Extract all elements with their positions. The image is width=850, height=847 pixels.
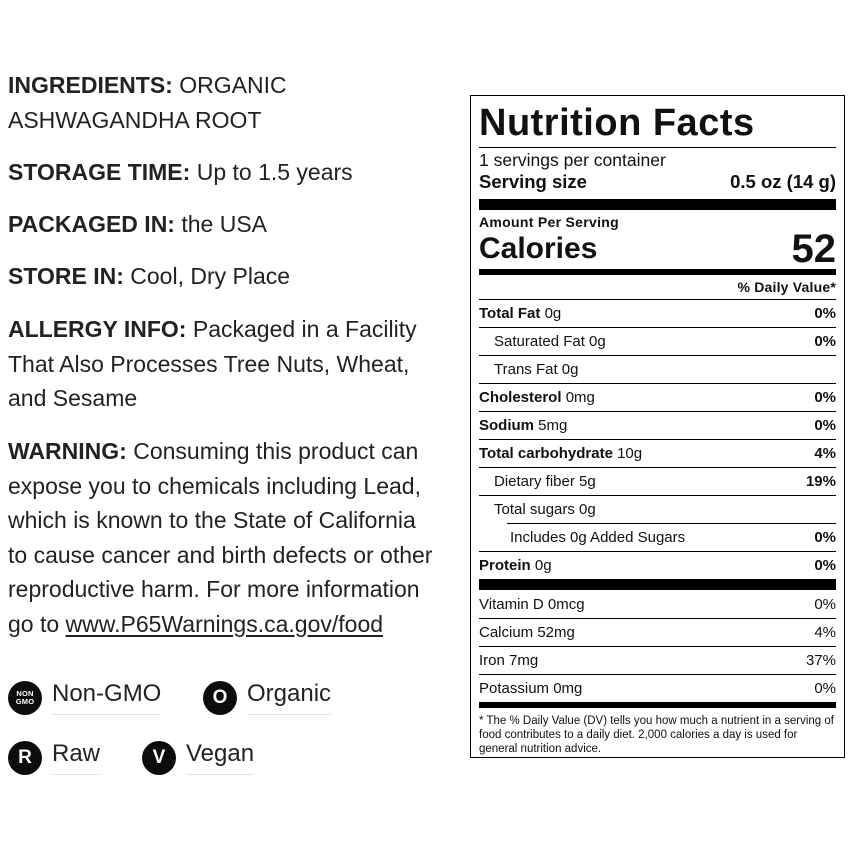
medium-divider (479, 269, 836, 275)
organic-icon: O (203, 680, 237, 715)
storage-time-info: STORAGE TIME: Up to 1.5 years (8, 155, 353, 190)
warning-info: WARNING: Consuming this product can expo… (8, 434, 432, 641)
non-gmo-icon: NON GMO (8, 680, 42, 715)
warning-label: WARNING: (8, 438, 127, 464)
vitamin-row-potassium: Potassium 0mg 0% (479, 674, 836, 702)
allergy-line2: That Also Processes Tree Nuts, Wheat, (8, 350, 410, 377)
vegan-label: Vegan (186, 740, 255, 775)
nutrient-row-cholesterol: Cholesterol 0mg 0% (479, 383, 836, 411)
warning-line4: to cause cancer and birth defects or oth… (8, 541, 433, 568)
nutrient-row-protein: Protein 0g 0% (479, 551, 836, 579)
non-gmo-badge: NON GMO Non-GMO (8, 680, 162, 715)
daily-value-header: % Daily Value* (737, 279, 836, 295)
packaged-in-value: the USA (181, 211, 268, 237)
vegan-icon: V (142, 740, 176, 775)
non-gmo-label: Non-GMO (52, 680, 162, 715)
vitamin-row-calcium: Calcium 52mg 4% (479, 618, 836, 646)
warning-line2: expose you to chemicals including Lead, (8, 472, 421, 499)
nutrient-row-sodium: Sodium 5mg 0% (479, 411, 836, 439)
calories-value: 52 (791, 227, 837, 271)
allergy-label: ALLERGY INFO: (8, 316, 187, 342)
store-in-value: Cool, Dry Place (130, 263, 291, 289)
store-in-info: STORE IN: Cool, Dry Place (8, 259, 290, 294)
serving-size-label: Serving size (479, 171, 587, 192)
allergy-line1: Packaged in a Facility (192, 316, 417, 342)
organic-label: Organic (247, 680, 332, 715)
vitamin-row-vitamin-d: Vitamin D 0mcg 0% (479, 595, 836, 613)
servings-per-container: 1 servings per container (479, 150, 666, 170)
store-in-label: STORE IN: (8, 263, 124, 289)
warning-line3: which is known to the State of Californi… (8, 507, 416, 533)
vegan-badge: V Vegan (142, 740, 255, 775)
raw-icon: R (8, 740, 42, 775)
daily-value-footnote: * The % Daily Value (DV) tells you how m… (479, 715, 834, 755)
thick-divider (479, 199, 836, 210)
serving-size-row: Serving size 0.5 oz (14 g) (479, 171, 836, 193)
ingredients-info: INGREDIENTS: ORGANIC ASHWAGANDHA ROOT (8, 68, 287, 137)
packaged-in-label: PACKAGED IN: (8, 211, 175, 237)
serving-size-value: 0.5 oz (14 g) (730, 171, 836, 192)
amount-per-serving: Amount Per Serving (479, 214, 619, 230)
organic-badge: O Organic (203, 680, 332, 715)
vitamin-row-iron: Iron 7mg 37% (479, 646, 836, 674)
ingredients-label: INGREDIENTS: (8, 72, 173, 98)
allergy-line3: and Sesame (8, 385, 138, 411)
packaged-in-info: PACKAGED IN: the USA (8, 207, 267, 242)
p65-warnings-link[interactable]: www.P65Warnings.ca.gov/food (65, 610, 384, 637)
nutrient-row-dietary-fiber: Dietary fiber 5g 19% (479, 467, 836, 495)
thick-divider (479, 579, 836, 590)
nutrition-facts-title: Nutrition Facts (479, 102, 755, 144)
nutrient-row-total-sugars: Total sugars 0g (479, 495, 836, 523)
nutrient-row-trans-fat: Trans Fat 0g (479, 355, 836, 383)
storage-time-label: STORAGE TIME: (8, 159, 191, 185)
storage-time-value: Up to 1.5 years (196, 159, 353, 185)
raw-label: Raw (52, 740, 101, 775)
warning-line5: reproductive harm. For more information (8, 576, 420, 602)
warning-line1: Consuming this product can (133, 438, 419, 464)
warning-line6-prefix: go to (8, 610, 60, 637)
allergy-info: ALLERGY INFO: Packaged in a Facility Tha… (8, 312, 417, 416)
nutrition-facts-label: Nutrition Facts 1 servings per container… (470, 95, 845, 758)
nutrient-row-saturated-fat: Saturated Fat 0g 0% (479, 327, 836, 355)
nutrient-row-added-sugars: Includes 0g Added Sugars 0% (507, 523, 836, 551)
raw-badge: R Raw (8, 740, 101, 775)
calories-label: Calories (479, 232, 598, 265)
ingredients-value-line1: ORGANIC (179, 72, 287, 98)
medium-divider (479, 702, 836, 708)
divider (479, 147, 836, 148)
calories-row: Calories 52 (479, 227, 837, 271)
nutrient-row-total-carbohydrate: Total carbohydrate 10g 4% (479, 439, 836, 467)
nutrient-row-total-fat: Total Fat 0g 0% (479, 299, 836, 327)
ingredients-value-line2: ASHWAGANDHA ROOT (8, 106, 262, 133)
